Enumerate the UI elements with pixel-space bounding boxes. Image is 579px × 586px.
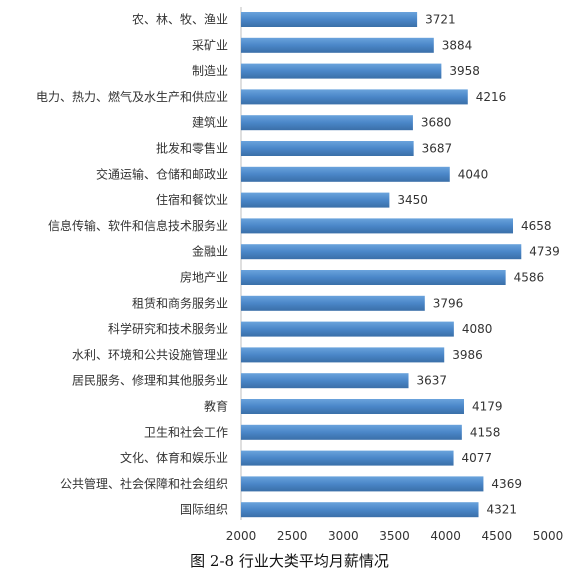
category-label: 住宿和餐饮业 bbox=[156, 192, 228, 207]
value-label: 4040 bbox=[458, 167, 489, 181]
value-label: 4179 bbox=[472, 400, 503, 414]
value-label: 3637 bbox=[417, 374, 448, 388]
category-label: 水利、环境和公共设施管理业 bbox=[72, 347, 228, 362]
bar bbox=[241, 321, 454, 337]
x-tick-label: 5000 bbox=[533, 529, 564, 543]
bar bbox=[241, 373, 409, 389]
x-axis-ticks: 2000 2500 3000 3500 4000 4500 5000 bbox=[226, 529, 564, 543]
x-tick-label: 2000 bbox=[226, 529, 257, 543]
bar bbox=[241, 244, 522, 260]
bar bbox=[241, 424, 462, 440]
bar bbox=[241, 12, 418, 27]
value-label: 3884 bbox=[442, 38, 473, 52]
bar bbox=[241, 502, 479, 518]
bar bbox=[241, 218, 514, 234]
value-label: 3958 bbox=[449, 64, 480, 78]
category-labels: 农、林、牧、渔业采矿业制造业电力、热力、燃气及水生产和供应业建筑业批发和零售业交… bbox=[36, 13, 228, 517]
category-label: 农、林、牧、渔业 bbox=[132, 13, 228, 27]
bar bbox=[241, 450, 454, 466]
value-label: 4158 bbox=[470, 425, 501, 439]
bar bbox=[241, 295, 425, 311]
category-label: 国际组织 bbox=[180, 503, 228, 517]
category-label: 批发和零售业 bbox=[156, 141, 228, 156]
category-label: 交通运输、仓储和邮政业 bbox=[96, 166, 228, 181]
bar bbox=[241, 166, 450, 182]
category-label: 电力、热力、燃气及水生产和供应业 bbox=[36, 89, 228, 104]
category-label: 卫生和社会工作 bbox=[144, 424, 228, 439]
bar bbox=[241, 115, 413, 131]
bar bbox=[241, 347, 445, 363]
chart-title: 图 2-8 行业大类平均月薪情况 bbox=[190, 552, 389, 570]
bar bbox=[241, 192, 390, 208]
x-tick-label: 4500 bbox=[482, 529, 513, 543]
category-label: 科学研究和技术服务业 bbox=[108, 321, 228, 336]
value-label: 3721 bbox=[425, 13, 456, 27]
bar bbox=[241, 141, 414, 156]
value-label: 4077 bbox=[462, 451, 493, 465]
bar bbox=[241, 270, 506, 285]
value-labels: 3721 3884 3958 4216 3680 3687 4040 3450 4658 4739… bbox=[397, 13, 559, 517]
x-tick-label: 3000 bbox=[328, 529, 359, 543]
category-label: 租赁和商务服务业 bbox=[132, 295, 228, 310]
category-label: 制造业 bbox=[192, 64, 228, 78]
value-label: 3680 bbox=[421, 116, 452, 130]
category-label: 金融业 bbox=[192, 244, 228, 259]
value-label: 3450 bbox=[397, 193, 428, 207]
bar bbox=[241, 89, 468, 105]
value-label: 4586 bbox=[514, 271, 545, 285]
value-label: 3986 bbox=[452, 348, 483, 362]
category-label: 房地产业 bbox=[180, 270, 228, 285]
value-label: 3796 bbox=[433, 296, 464, 310]
category-label: 信息传输、软件和信息技术服务业 bbox=[48, 218, 228, 233]
bar bbox=[241, 63, 442, 79]
bar bbox=[241, 37, 434, 53]
value-label: 4080 bbox=[462, 322, 493, 336]
bar bbox=[241, 399, 464, 414]
category-label: 建筑业 bbox=[192, 115, 228, 130]
bar bbox=[241, 476, 484, 492]
category-label: 居民服务、修理和其他服务业 bbox=[72, 373, 228, 388]
value-label: 4658 bbox=[521, 219, 552, 233]
category-label: 教育 bbox=[204, 399, 228, 414]
x-tick-label: 3500 bbox=[379, 529, 410, 543]
value-label: 4739 bbox=[529, 245, 560, 259]
value-label: 4321 bbox=[487, 503, 518, 517]
bars-group bbox=[241, 12, 522, 518]
x-tick-label: 2500 bbox=[277, 529, 308, 543]
x-tick-label: 4000 bbox=[430, 529, 461, 543]
category-label: 采矿业 bbox=[192, 38, 228, 52]
value-label: 4369 bbox=[491, 477, 522, 491]
category-label: 文化、体育和娱乐业 bbox=[120, 450, 228, 465]
value-label: 4216 bbox=[476, 90, 507, 104]
category-label: 公共管理、社会保障和社会组织 bbox=[60, 476, 228, 491]
value-label: 3687 bbox=[422, 142, 453, 156]
